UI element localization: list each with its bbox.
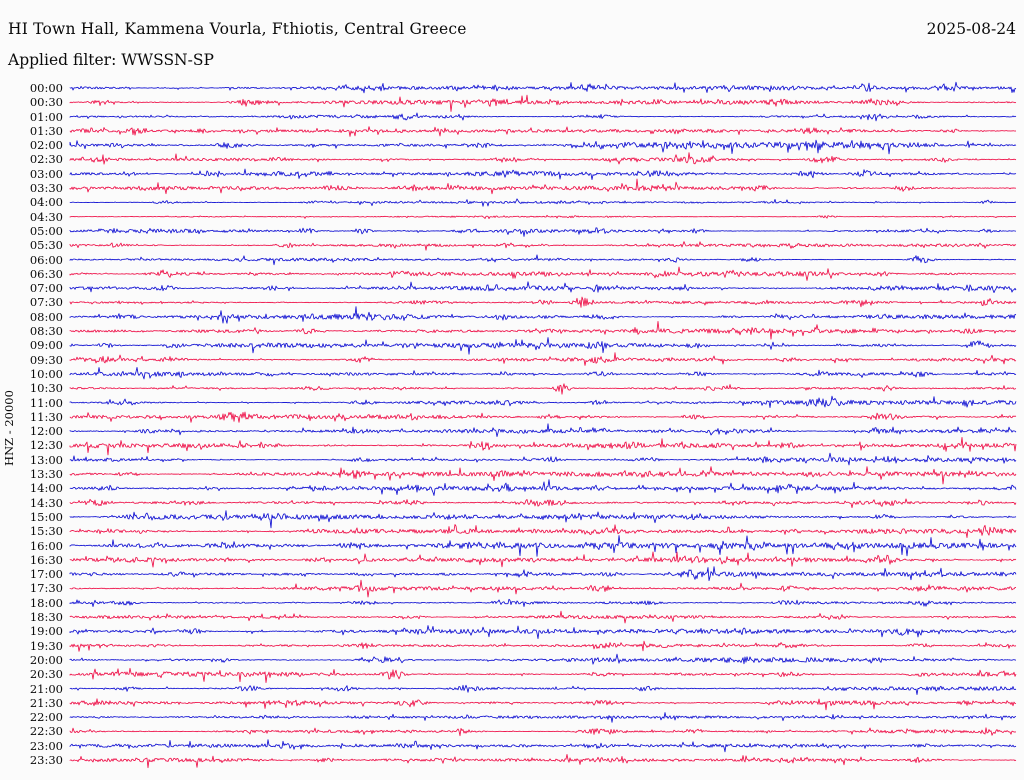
applied-filter-label: Applied filter: WWSSN-SP <box>8 51 214 69</box>
time-label: 11:30 <box>29 409 63 424</box>
time-label: 13:30 <box>29 467 63 482</box>
time-label: 02:00 <box>29 138 63 153</box>
time-label: 06:30 <box>29 266 63 281</box>
time-label: 15:30 <box>29 524 63 539</box>
time-label: 00:00 <box>29 81 63 95</box>
time-label: 02:30 <box>29 152 63 167</box>
time-label: 04:30 <box>29 209 63 224</box>
time-label: 17:00 <box>29 567 63 582</box>
time-label: 19:00 <box>29 624 63 639</box>
time-label: 18:00 <box>29 595 63 610</box>
time-label: 03:00 <box>29 166 63 181</box>
station-title: HI Town Hall, Kammena Vourla, Fthiotis, … <box>8 20 467 38</box>
date-label: 2025-08-24 <box>926 20 1016 38</box>
time-label: 00:30 <box>29 95 63 110</box>
time-label: 10:00 <box>29 366 63 381</box>
time-label: 05:00 <box>29 223 63 238</box>
time-label: 16:00 <box>29 538 63 553</box>
time-label: 22:00 <box>29 710 63 725</box>
time-label: 21:30 <box>29 695 63 710</box>
time-label: 12:30 <box>29 438 63 453</box>
time-label: 20:30 <box>29 667 63 682</box>
time-label: 21:00 <box>29 681 63 696</box>
time-label: 11:00 <box>29 395 63 410</box>
time-label: 16:30 <box>29 552 63 567</box>
time-label: 22:30 <box>29 724 63 739</box>
time-label: 04:00 <box>29 195 63 210</box>
time-label: 05:30 <box>29 238 63 253</box>
time-label: 14:00 <box>29 481 63 496</box>
time-label: 12:00 <box>29 424 63 439</box>
time-label: 17:30 <box>29 581 63 596</box>
time-label: 14:30 <box>29 495 63 510</box>
time-label: 23:30 <box>29 753 63 767</box>
time-label: 09:00 <box>29 338 63 353</box>
time-label: 15:00 <box>29 509 63 524</box>
time-label: 08:30 <box>29 324 63 339</box>
time-label: 01:30 <box>29 123 63 138</box>
time-label: 07:30 <box>29 295 63 310</box>
time-label: 07:00 <box>29 281 63 296</box>
time-label: 19:30 <box>29 638 63 653</box>
time-label: 23:00 <box>29 738 63 753</box>
time-label: 13:00 <box>29 452 63 467</box>
time-label: 10:30 <box>29 381 63 396</box>
time-label: 18:30 <box>29 610 63 625</box>
time-label: 09:30 <box>29 352 63 367</box>
time-label: 06:00 <box>29 252 63 267</box>
time-label: 03:30 <box>29 181 63 196</box>
time-label: 08:00 <box>29 309 63 324</box>
time-label: 20:00 <box>29 652 63 667</box>
time-label: 01:00 <box>29 109 63 124</box>
